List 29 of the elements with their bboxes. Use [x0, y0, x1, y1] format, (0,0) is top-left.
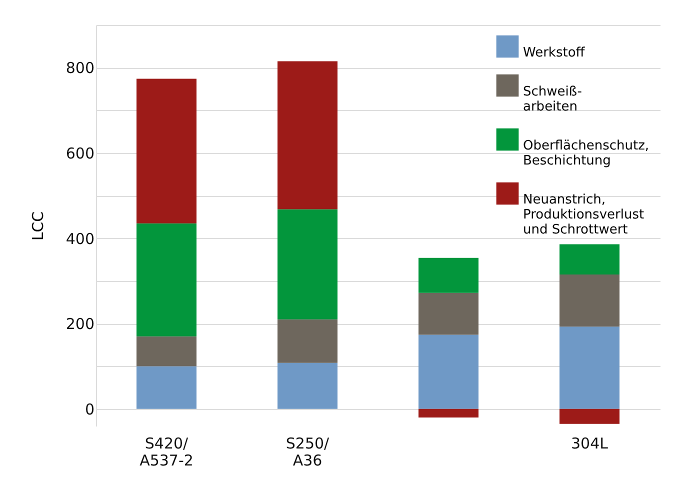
bar — [418, 292, 478, 335]
bar — [136, 78, 196, 224]
legend-label: Werkstoff — [523, 46, 586, 60]
y-tick-label: 800 — [66, 59, 94, 78]
y-tick-label: 400 — [66, 230, 94, 248]
bar — [560, 244, 620, 275]
y-tick-label: 0 — [84, 400, 94, 418]
bar — [418, 258, 478, 293]
y-tick-label: 200 — [66, 315, 94, 334]
legend-label: Schweiß- arbeiten — [523, 84, 582, 114]
bar — [136, 223, 196, 336]
x-tick-label: S420/ A537-2 — [140, 434, 194, 470]
bar — [278, 362, 338, 409]
y-axis-title: LCC — [28, 211, 47, 241]
legend-label: Oberflächenschutz, Beschichtung — [523, 138, 650, 168]
y-tick-label: 600 — [66, 144, 94, 162]
bar — [560, 326, 620, 409]
x-tick-label: S250/ A36 — [286, 434, 330, 470]
bar — [278, 209, 338, 320]
bar — [418, 408, 478, 418]
bar — [560, 274, 620, 327]
x-tick-label: 304L — [571, 434, 609, 452]
bar — [278, 319, 338, 363]
bar — [560, 408, 620, 424]
bar — [136, 336, 196, 366]
legend-label: Neuanstrich, Produktionsverlust und Schrottwert — [523, 192, 644, 238]
bar — [278, 61, 338, 210]
bar — [136, 366, 196, 409]
bar — [418, 334, 478, 409]
